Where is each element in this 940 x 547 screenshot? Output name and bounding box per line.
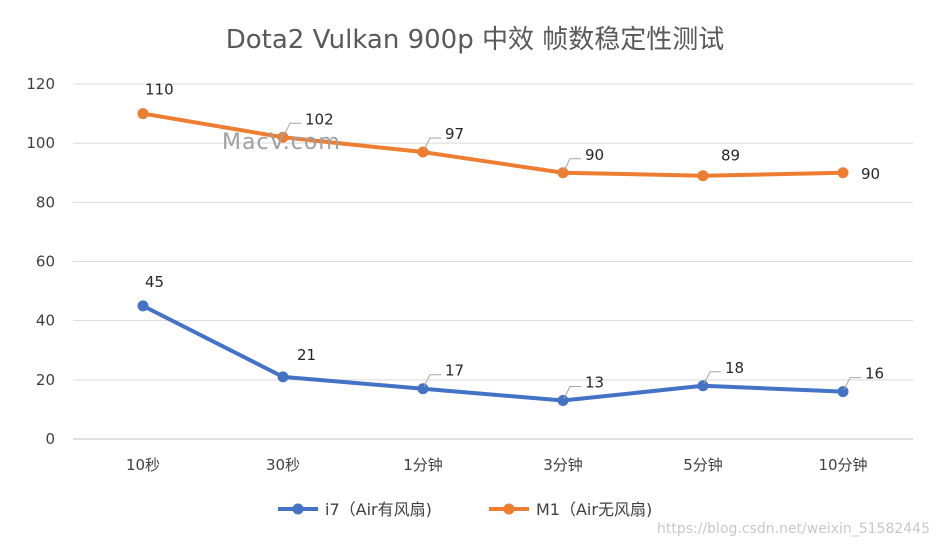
data-label: 110 bbox=[145, 81, 174, 99]
data-point bbox=[697, 380, 709, 392]
chart-title: Dota2 Vulkan 900p 中效 帧数稳定性测试 bbox=[226, 25, 725, 55]
data-point bbox=[837, 167, 849, 179]
data-label: 18 bbox=[725, 359, 744, 377]
data-label: 16 bbox=[865, 365, 884, 383]
y-tick-label: 20 bbox=[36, 371, 55, 389]
data-point bbox=[557, 167, 569, 179]
data-label: 13 bbox=[585, 374, 604, 392]
data-point bbox=[697, 170, 709, 182]
data-label: 90 bbox=[585, 146, 604, 164]
watermark: MacV.com bbox=[222, 130, 341, 155]
source-credit: https://blog.csdn.net/weixin_51582445 bbox=[657, 521, 930, 537]
data-point bbox=[557, 395, 569, 407]
gridlines bbox=[73, 83, 913, 440]
x-axis-ticks: 10秒 30秒 1分钟 3分钟 5分钟 10分钟 bbox=[126, 456, 868, 474]
x-tick-label: 30秒 bbox=[266, 456, 300, 474]
label-leader bbox=[703, 371, 721, 384]
data-point bbox=[137, 108, 149, 120]
y-tick-label: 120 bbox=[26, 75, 55, 93]
x-tick-label: 5分钟 bbox=[683, 456, 723, 474]
data-label: 21 bbox=[297, 346, 316, 364]
series-line-2 bbox=[141, 111, 845, 178]
data-labels: 45 21 17 13 18 16 110 102 97 90 89 90 bbox=[145, 81, 884, 399]
data-point bbox=[277, 131, 289, 143]
data-point bbox=[417, 383, 429, 395]
label-leader bbox=[283, 122, 301, 136]
legend: i7（Air有风扇) M1（Air无风扇) bbox=[278, 500, 652, 519]
data-label: 97 bbox=[445, 125, 464, 143]
data-label: 45 bbox=[145, 273, 164, 291]
y-tick-label: 0 bbox=[45, 430, 55, 448]
legend-swatch-marker bbox=[292, 503, 304, 515]
data-point bbox=[277, 371, 289, 383]
series bbox=[137, 108, 849, 407]
label-leader bbox=[563, 386, 581, 399]
data-label: 90 bbox=[861, 165, 880, 183]
x-tick-label: 10秒 bbox=[126, 456, 160, 474]
data-point bbox=[837, 386, 849, 398]
data-point bbox=[137, 300, 149, 312]
label-leader bbox=[423, 374, 441, 387]
y-tick-label: 60 bbox=[36, 253, 55, 271]
y-tick-label: 40 bbox=[36, 312, 55, 330]
data-label: 17 bbox=[445, 362, 464, 380]
data-point bbox=[417, 146, 429, 158]
legend-label: M1（Air无风扇) bbox=[536, 500, 652, 519]
x-tick-label: 3分钟 bbox=[543, 456, 583, 474]
data-label: 102 bbox=[305, 110, 334, 128]
y-tick-label: 80 bbox=[36, 193, 55, 211]
label-leader bbox=[843, 377, 861, 390]
y-axis-ticks: 0 20 40 60 80 100 120 bbox=[26, 75, 55, 448]
legend-label: i7（Air有风扇) bbox=[325, 500, 432, 519]
y-tick-label: 100 bbox=[26, 134, 55, 152]
label-leader bbox=[423, 137, 441, 151]
x-tick-label: 10分钟 bbox=[818, 456, 867, 474]
x-tick-label: 1分钟 bbox=[403, 456, 443, 474]
data-label: 89 bbox=[721, 147, 740, 165]
series-line-1 bbox=[141, 303, 845, 403]
label-leader bbox=[563, 158, 581, 171]
legend-swatch-marker bbox=[503, 503, 515, 515]
